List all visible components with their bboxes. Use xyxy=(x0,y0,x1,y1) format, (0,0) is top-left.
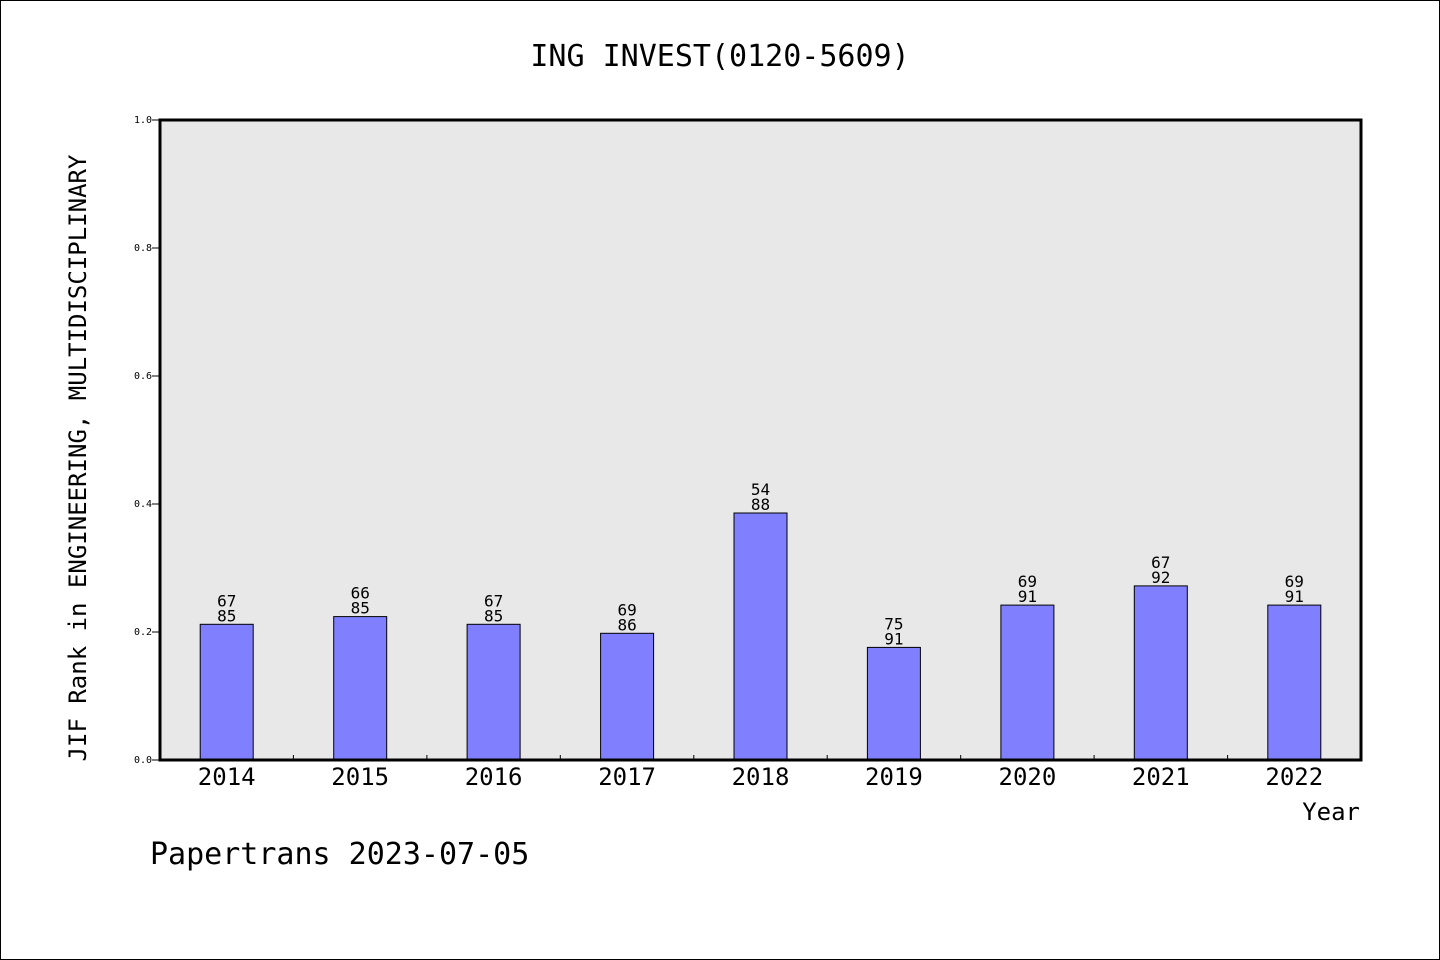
y-axis-ticks: 0.0 0.2 0.4 0.6 0.8 1.0 xyxy=(134,115,160,766)
x-tick-label-2021: 2021 xyxy=(1132,763,1190,791)
bar-2017 xyxy=(600,632,655,761)
bar-label-bottom-2016: 85 xyxy=(484,606,503,625)
bar-label-bottom-2022: 91 xyxy=(1285,587,1304,606)
y-tick-label-0.2: 0.2 xyxy=(134,627,152,638)
bar-label-top-2016: 67 xyxy=(484,591,503,610)
bar-2016 xyxy=(466,623,521,761)
y-tick-label-0.0: 0.0 xyxy=(134,755,152,766)
x-tick-label-2017: 2017 xyxy=(598,763,656,791)
bar-label-bottom-2019: 91 xyxy=(884,629,903,648)
bar-2014 xyxy=(199,623,254,761)
bar-2018 xyxy=(733,512,788,761)
bar-label-bottom-2015: 85 xyxy=(351,599,370,618)
bar-2022 xyxy=(1267,604,1322,761)
x-axis-ticks: 2014 2015 2016 2017 2018 2019 2020 2021 2022 xyxy=(198,755,1323,791)
x-tick-label-2019: 2019 xyxy=(865,763,923,791)
bars-group xyxy=(199,512,1322,761)
bar-label-bottom-2017: 86 xyxy=(617,615,636,634)
bar-label-bottom-2021: 92 xyxy=(1151,568,1170,587)
bar-2015 xyxy=(333,616,388,761)
bar-label-bottom-2018: 88 xyxy=(751,495,770,514)
x-tick-label-2018: 2018 xyxy=(732,763,790,791)
plot-border xyxy=(158,118,1363,762)
bar-2020 xyxy=(1000,604,1055,761)
x-tick-label-2020: 2020 xyxy=(999,763,1057,791)
x-tick-label-2014: 2014 xyxy=(198,763,256,791)
x-tick-label-2022: 2022 xyxy=(1265,763,1323,791)
bar-label-top-2017: 69 xyxy=(617,600,636,619)
y-tick-label-0.8: 0.8 xyxy=(134,243,152,254)
footer-text: Papertrans 2023-07-05 xyxy=(150,837,529,872)
x-axis-label: Year xyxy=(1302,798,1360,826)
bar-label-top-2019: 75 xyxy=(884,614,903,633)
bar-label-top-2015: 66 xyxy=(351,584,370,603)
bar-label-top-2021: 67 xyxy=(1151,553,1170,572)
bar-label-bottom-2014: 85 xyxy=(217,606,236,625)
chart-title: ING INVEST(0120-5609) xyxy=(530,39,909,74)
bar-label-top-2020: 69 xyxy=(1018,572,1037,591)
x-tick-label-2015: 2015 xyxy=(331,763,389,791)
bar-2021 xyxy=(1133,585,1188,761)
bar-label-top-2018: 54 xyxy=(751,480,770,499)
y-tick-label-0.6: 0.6 xyxy=(134,371,152,382)
bar-2019 xyxy=(866,646,921,761)
y-tick-label-0.4: 0.4 xyxy=(134,499,152,510)
y-axis-label: JIF Rank in ENGINEERING, MULTIDISCIPLINA… xyxy=(64,154,92,761)
y-tick-label-1.0: 1.0 xyxy=(134,115,152,126)
bar-label-top-2022: 69 xyxy=(1285,572,1304,591)
x-tick-label-2016: 2016 xyxy=(465,763,523,791)
bar-label-top-2014: 67 xyxy=(217,591,236,610)
bar-label-bottom-2020: 91 xyxy=(1018,587,1037,606)
